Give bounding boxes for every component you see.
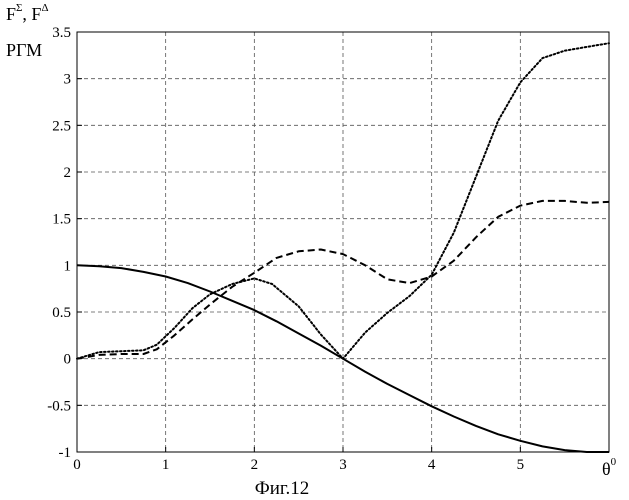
y-axis-label-sup2: Δ — [41, 2, 48, 14]
y-tick-label: 0 — [64, 352, 72, 368]
y-tick-label: 3.5 — [52, 25, 71, 41]
y-axis-label-f1: F — [6, 4, 16, 24]
y-tick-label: 2 — [64, 165, 72, 181]
x-tick-label: 4 — [428, 457, 436, 473]
y-axis-label-line2: РГМ — [6, 40, 42, 60]
x-axis-label-theta: θ — [602, 459, 611, 479]
x-tick-label: 3 — [339, 457, 347, 473]
y-tick-label: -1 — [59, 445, 72, 461]
y-tick-label: 3 — [64, 72, 72, 88]
y-axis-label-f2: , F — [22, 4, 41, 24]
y-tick-label: -0.5 — [47, 398, 71, 414]
y-tick-label: 1 — [64, 258, 72, 274]
x-tick-label: 5 — [517, 457, 525, 473]
figure-caption: Фиг.12 — [255, 478, 310, 499]
y-tick-label: 0.5 — [52, 305, 71, 321]
x-tick-label: 2 — [251, 457, 259, 473]
y-tick-label: 2.5 — [52, 118, 71, 134]
x-tick-label: 0 — [73, 457, 81, 473]
x-axis-label-sup: 0 — [611, 456, 617, 468]
y-tick-label: 1.5 — [52, 212, 71, 228]
x-tick-label: 1 — [162, 457, 170, 473]
